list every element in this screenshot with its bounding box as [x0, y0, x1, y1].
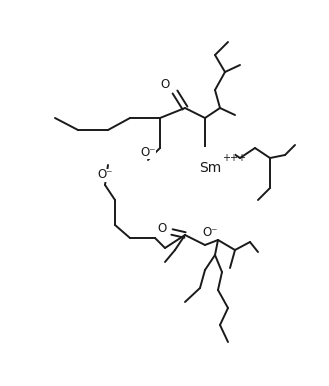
- Text: O⁻: O⁻: [97, 169, 113, 181]
- Text: O: O: [157, 222, 166, 235]
- Text: Sm: Sm: [199, 161, 221, 175]
- Text: +++: +++: [222, 153, 246, 163]
- Text: O: O: [160, 78, 170, 91]
- Text: O⁻: O⁻: [140, 146, 156, 159]
- Text: O⁻: O⁻: [202, 225, 218, 239]
